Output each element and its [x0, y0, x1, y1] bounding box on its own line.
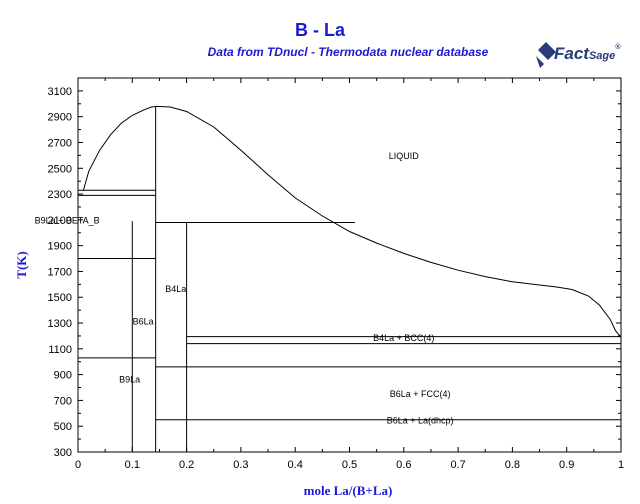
y-tick-label: 1500	[48, 292, 72, 304]
y-tick-label: 2900	[48, 112, 72, 124]
region-labels: LIQUID B9La + BETA_B B4La B6La B4La + BCC(4)…	[35, 151, 454, 425]
region-label: B6La + FCC(4)	[390, 389, 451, 399]
y-tick-label: 700	[54, 395, 72, 407]
factsage-logo-icon	[536, 42, 556, 68]
logo-fact: Fact	[554, 44, 589, 63]
y-tick-label: 900	[54, 370, 72, 382]
x-tick-label: 0.9	[559, 459, 574, 471]
region-label: B4La	[165, 284, 186, 294]
x-tick-label: 0.3	[233, 459, 248, 471]
x-tick-label: 0.4	[288, 459, 303, 471]
y-tick-label: 2700	[48, 137, 72, 149]
region-label: B6La + La(dhcp)	[387, 416, 454, 426]
logo-reg: ®	[615, 44, 621, 51]
chart-title: B - La	[294, 20, 345, 40]
region-label: LIQUID	[389, 151, 420, 161]
y-tick-label: 1900	[48, 241, 72, 253]
y-tick-label: 300	[54, 447, 72, 459]
x-axis-ticks: 0 0.1 0.2 0.3 0.4 0.5 0.6 0.7 0.8 0.9 1	[75, 78, 624, 471]
liquidus-curve	[82, 105, 622, 338]
logo-sage: Sage	[588, 50, 616, 62]
chart-subtitle: Data from TDnucl - Thermodata nuclear da…	[207, 45, 489, 59]
y-tick-label: 2300	[48, 189, 72, 201]
y-axis-ticks: 300 500 700 900 1100 1300 1500 1700 1900 2100 2300…	[48, 77, 621, 459]
y-tick-label: 1300	[48, 318, 72, 330]
y-tick-label: 2100	[48, 215, 72, 227]
plot-frame	[77, 77, 622, 453]
region-label: B4La + BCC(4)	[373, 333, 434, 343]
x-tick-label: 1	[618, 459, 624, 471]
factsage-logo: FactSage®	[534, 40, 624, 74]
region-label: B9La	[119, 374, 140, 384]
y-tick-label: 1700	[48, 266, 72, 278]
x-tick-label: 0.8	[505, 459, 520, 471]
x-tick-label: 0.6	[396, 459, 411, 471]
x-tick-label: 0.2	[179, 459, 194, 471]
y-tick-label: 3100	[48, 86, 72, 98]
x-tick-label: 0	[75, 459, 81, 471]
region-label: B6La	[133, 316, 154, 326]
y-tick-label: 2500	[48, 163, 72, 175]
y-axis-label: T(K)	[14, 251, 29, 278]
x-tick-label: 0.1	[125, 459, 140, 471]
x-axis-label: mole La/(B+La)	[304, 483, 393, 498]
phase-boundaries	[78, 106, 621, 452]
x-tick-label: 0.7	[450, 459, 465, 471]
y-tick-label: 1100	[48, 344, 72, 356]
x-tick-label: 0.5	[342, 459, 357, 471]
y-tick-label: 500	[54, 421, 72, 433]
region-label: B9La + BETA_B	[35, 216, 100, 226]
